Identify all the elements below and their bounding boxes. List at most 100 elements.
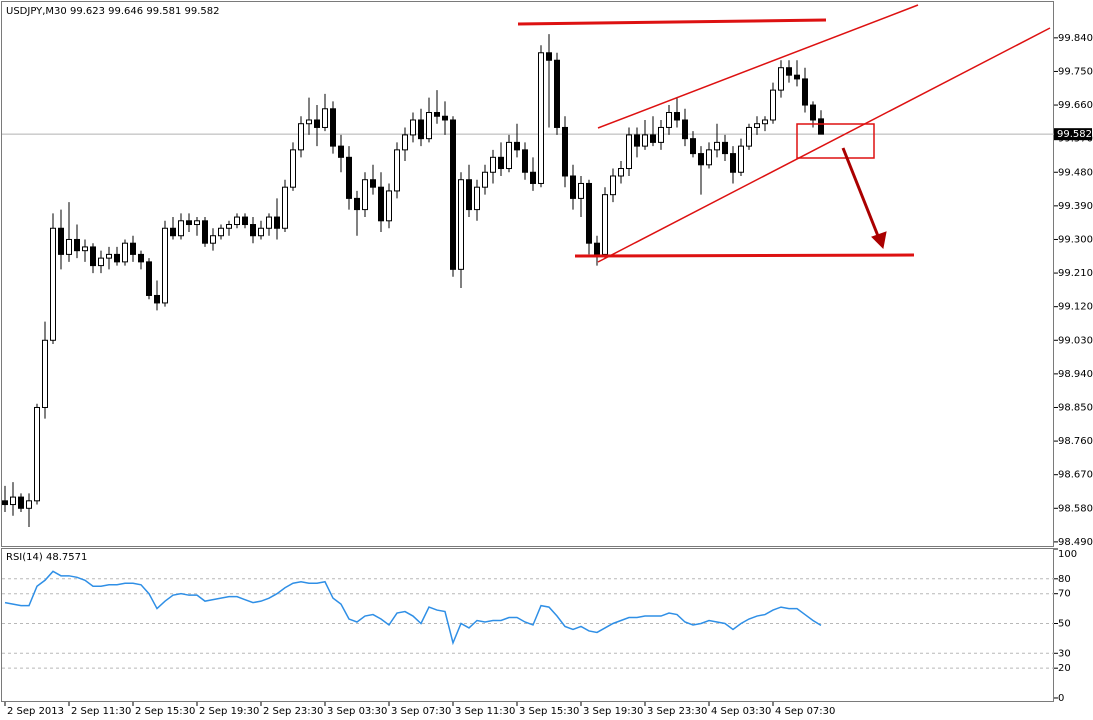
candle-body <box>674 112 680 121</box>
candle-body <box>242 216 248 226</box>
candle-body <box>626 134 632 170</box>
candle-body <box>210 235 216 244</box>
candle-body <box>274 216 280 229</box>
candle-body <box>162 227 168 304</box>
y-tick-label: 98.490 <box>1058 537 1093 548</box>
x-tick-label: 4 Sep 03:30 <box>711 706 771 717</box>
candle-body <box>482 171 488 188</box>
candle-body <box>522 149 528 173</box>
candle-body <box>730 153 736 173</box>
candle-body <box>98 257 104 267</box>
header-close: 99.582 <box>185 6 220 17</box>
y-tick-label: 100 <box>1058 549 1077 560</box>
candle-body <box>682 119 688 140</box>
y-tick-label: 99.030 <box>1058 335 1093 346</box>
rsi-current: 48.7571 <box>46 552 87 563</box>
candle-body <box>706 149 712 166</box>
candle-body <box>186 220 192 226</box>
resistance-line <box>517 18 827 26</box>
header-low: 99.581 <box>146 6 181 17</box>
candle-body <box>818 118 824 135</box>
x-tick-label: 2 Sep 2013 <box>7 706 64 717</box>
y-tick-label: 99.390 <box>1058 201 1093 212</box>
header-high: 99.646 <box>108 6 143 17</box>
candle-body <box>586 182 592 244</box>
candle-body <box>778 67 784 91</box>
candle-body <box>194 220 200 226</box>
y-tick-label: 99.480 <box>1058 167 1093 178</box>
candle-body <box>170 227 176 237</box>
y-tick-label: 70 <box>1058 589 1071 600</box>
candle-body <box>698 153 704 166</box>
candle-body <box>82 246 88 252</box>
candle-body <box>378 186 384 222</box>
candle-body <box>266 216 272 229</box>
candle-body <box>474 186 480 211</box>
channel-lower <box>597 27 1051 263</box>
candle-body <box>226 224 232 229</box>
candle-body <box>650 134 656 143</box>
candle-body <box>114 253 120 263</box>
y-tick-label: 98.850 <box>1058 402 1093 413</box>
candle-body <box>130 242 136 255</box>
candle-body <box>594 242 600 255</box>
candle-body <box>610 175 616 196</box>
candle-body <box>530 171 536 184</box>
candle-body <box>42 339 48 408</box>
candle-body <box>314 119 320 128</box>
candle-body <box>762 119 768 125</box>
channel-upper <box>597 4 919 129</box>
candle-body <box>810 104 816 121</box>
x-tick-label: 3 Sep 11:30 <box>455 706 515 717</box>
candle-body <box>338 145 344 158</box>
y-tick-label: 99.120 <box>1058 302 1093 313</box>
candle-body <box>290 149 296 188</box>
candle-body <box>2 500 8 506</box>
chart-header: USDJPY,M30 99.623 99.646 99.581 99.582 <box>6 6 220 17</box>
candle-body <box>570 175 576 199</box>
candle-body <box>386 190 392 222</box>
x-tick-label: 2 Sep 19:30 <box>199 706 259 717</box>
arrow-head <box>871 231 887 250</box>
x-tick-label: 3 Sep 15:30 <box>519 706 579 717</box>
x-tick-label: 2 Sep 11:30 <box>71 706 131 717</box>
candle-body <box>34 406 40 502</box>
candle-body <box>754 123 760 128</box>
y-tick-label: 50 <box>1058 618 1071 629</box>
candle-body <box>66 238 72 255</box>
symbol: USDJPY,M30 <box>6 6 67 17</box>
current-price-label: 99.582 <box>1057 129 1092 140</box>
candle-body <box>298 123 304 151</box>
candle-body <box>546 52 552 61</box>
candle-body <box>666 112 672 128</box>
candle-body <box>658 126 664 143</box>
arrow-shaft <box>841 147 880 237</box>
candle-body <box>690 138 696 155</box>
candle-body <box>234 216 240 226</box>
candle-body <box>122 242 128 263</box>
candle-body <box>770 89 776 121</box>
y-tick-label: 99.840 <box>1058 33 1093 44</box>
candle-body <box>346 156 352 199</box>
candle-body <box>450 119 456 270</box>
candle-body <box>250 224 256 237</box>
candle-body <box>538 52 544 184</box>
x-tick-label: 2 Sep 15:30 <box>135 706 195 717</box>
candle-body <box>322 108 328 128</box>
candle-body <box>514 141 520 151</box>
breakout-box <box>796 123 875 159</box>
x-tick-label: 3 Sep 07:30 <box>391 706 451 717</box>
candle-body <box>10 496 16 506</box>
candle-body <box>154 294 160 304</box>
candle-body <box>490 156 496 173</box>
candle-body <box>18 496 24 509</box>
rsi-pane <box>1 548 1054 702</box>
y-tick-label: 98.670 <box>1058 470 1093 481</box>
candle-body <box>74 238 80 252</box>
candle-body <box>354 197 360 211</box>
candle-body <box>282 186 288 229</box>
candle-body <box>442 115 448 121</box>
candle-body <box>426 112 432 140</box>
